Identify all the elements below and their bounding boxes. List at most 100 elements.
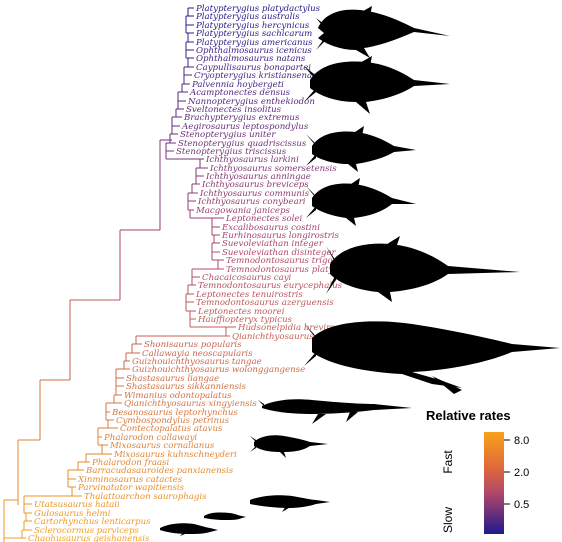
branch bbox=[105, 412, 108, 421]
branch bbox=[185, 302, 192, 312]
branch bbox=[187, 201, 190, 211]
taxon-label: Suevoleviathan disinteger bbox=[222, 248, 337, 258]
branch bbox=[211, 227, 216, 236]
taxon-label: Ichthyosaurus communis bbox=[199, 189, 310, 199]
taxon-label: Macgowania janiceps bbox=[195, 206, 291, 216]
branch bbox=[171, 126, 174, 135]
taxon-label: Guizhouichthyosaurus wolonggangense bbox=[132, 365, 305, 375]
taxon-label: Temnodontosaurus azerguensis bbox=[196, 298, 334, 308]
branch bbox=[23, 504, 28, 514]
taxon-label: Cryopterygius kristiansenae bbox=[194, 71, 317, 81]
taxon-label: Eurhinosaurus longirostris bbox=[221, 231, 339, 241]
branch bbox=[107, 420, 110, 429]
branch bbox=[185, 15, 188, 25]
taxon-label: Hudsonelpidia brevirostris bbox=[237, 323, 355, 333]
taxon-label: Xinminosaurus catactes bbox=[77, 475, 183, 485]
silhouette-shonisaurus bbox=[304, 321, 560, 394]
silhouette-cartorhynchus bbox=[204, 512, 246, 520]
branch bbox=[171, 116, 176, 126]
silhouette-temnodontosaurus bbox=[326, 236, 520, 302]
taxon-label: Phalarodon fraasi bbox=[91, 458, 169, 468]
branch bbox=[211, 242, 214, 252]
legend-tick-2: 2.0 bbox=[514, 467, 529, 479]
silhouette-utatsusaurus bbox=[250, 495, 330, 512]
taxon-label: Wimanius odontopalatus bbox=[124, 391, 232, 401]
branch bbox=[25, 512, 28, 521]
branch bbox=[165, 142, 170, 151]
taxon-label: Cymbospondylus petrinus bbox=[116, 416, 230, 426]
taxon-label: Stenopterygius uniter bbox=[180, 130, 276, 140]
branch bbox=[225, 326, 228, 336]
branch bbox=[177, 91, 182, 101]
branch bbox=[67, 469, 78, 479]
branch bbox=[181, 83, 186, 92]
rate-colorbar bbox=[484, 432, 504, 534]
legend-fast-label: Fast bbox=[441, 450, 455, 474]
legend-tick-8: 8.0 bbox=[514, 435, 529, 447]
branch bbox=[183, 66, 188, 75]
branch bbox=[101, 445, 104, 455]
phylogenetic-tree bbox=[3, 7, 236, 542]
branch bbox=[195, 167, 202, 176]
branch bbox=[189, 319, 228, 328]
taxon-label: Qianichthyosaurus zhoui bbox=[232, 332, 340, 342]
silhouette-hupehsuchus bbox=[160, 523, 218, 536]
taxon-label: Suevoleviathan integer bbox=[222, 239, 324, 249]
rate-legend: Relative rates 8.0 2.0 0.5 Fast Slow bbox=[426, 408, 529, 534]
branch bbox=[175, 108, 180, 117]
taxon-label: Leptonectes moorei bbox=[197, 307, 285, 317]
taxon-label: Acamptonectes densus bbox=[189, 88, 291, 98]
taxon-label: Ophthalmosaurus natans bbox=[196, 54, 306, 64]
branch bbox=[115, 385, 120, 395]
taxon-label: Parvinatator wapitiensis bbox=[77, 483, 185, 493]
taxon-label: Callawayia neoscapularis bbox=[142, 349, 253, 359]
silhouette-ophthalmosaurus bbox=[304, 56, 450, 114]
branch bbox=[217, 259, 220, 269]
taxon-label: Temnodontosaurus trigonodon bbox=[226, 256, 360, 266]
branch bbox=[187, 32, 190, 42]
branch bbox=[185, 293, 188, 302]
branch bbox=[135, 335, 226, 344]
branch bbox=[185, 41, 188, 50]
branch bbox=[115, 378, 120, 387]
taxon-label: Ichthyosaurus anningae bbox=[205, 172, 311, 182]
taxon-label: Caypullisaurus bonapartei bbox=[196, 63, 311, 73]
taxon-label: Excalibosaurus costini bbox=[221, 223, 320, 233]
legend-tick-05: 0.5 bbox=[514, 499, 529, 511]
branch bbox=[191, 183, 196, 193]
branch bbox=[191, 268, 218, 277]
branch bbox=[211, 217, 218, 227]
taxon-label: Chacaicosaurus cayi bbox=[202, 273, 292, 283]
branch bbox=[177, 101, 180, 110]
legend-slow-label: Slow bbox=[441, 507, 455, 533]
branch bbox=[23, 520, 26, 530]
taxon-label: Palvennia hoybergeti bbox=[191, 80, 284, 90]
taxon-label: Ichthyosaurus larkini bbox=[205, 155, 299, 165]
branch bbox=[211, 252, 220, 261]
taxon-label: Chaohusaurus geishanensis bbox=[28, 534, 150, 542]
branch bbox=[187, 284, 192, 294]
taxon-label: Platypterygius platydactylus bbox=[195, 4, 321, 14]
taxon-label: Stenopterygius triscissus bbox=[176, 147, 287, 157]
taxon-label: Sveltonectes insolitus bbox=[186, 105, 282, 115]
taxon-label: Ichthyosaurus somersetensis bbox=[209, 164, 337, 174]
taxon-label: Platypterygius americanus bbox=[195, 38, 313, 48]
silhouette-ichthyosaurus bbox=[306, 178, 416, 226]
branch bbox=[105, 402, 114, 412]
branch bbox=[97, 437, 102, 446]
branch bbox=[187, 57, 190, 67]
taxon-label: Phalarodon callawayi bbox=[103, 433, 197, 443]
taxon-label: Leptonectes tenuirostris bbox=[195, 290, 303, 300]
taxon-label: Thalattoarchon saurophagis bbox=[84, 492, 207, 502]
branch bbox=[131, 343, 136, 353]
taxon-label: Aegirosaurus leptospondylus bbox=[181, 122, 309, 132]
legend-title: Relative rates bbox=[426, 408, 511, 423]
branch bbox=[71, 487, 76, 497]
taxon-label: Platypterygius hercynicus bbox=[195, 21, 310, 31]
taxon-label: Stenopterygius quadriscissus bbox=[178, 139, 307, 149]
silhouettes bbox=[160, 6, 560, 536]
taxon-label: Leptonectes solei bbox=[225, 214, 302, 224]
taxon-label: Utatsusaurus hataii bbox=[34, 500, 120, 510]
branch bbox=[115, 368, 124, 378]
